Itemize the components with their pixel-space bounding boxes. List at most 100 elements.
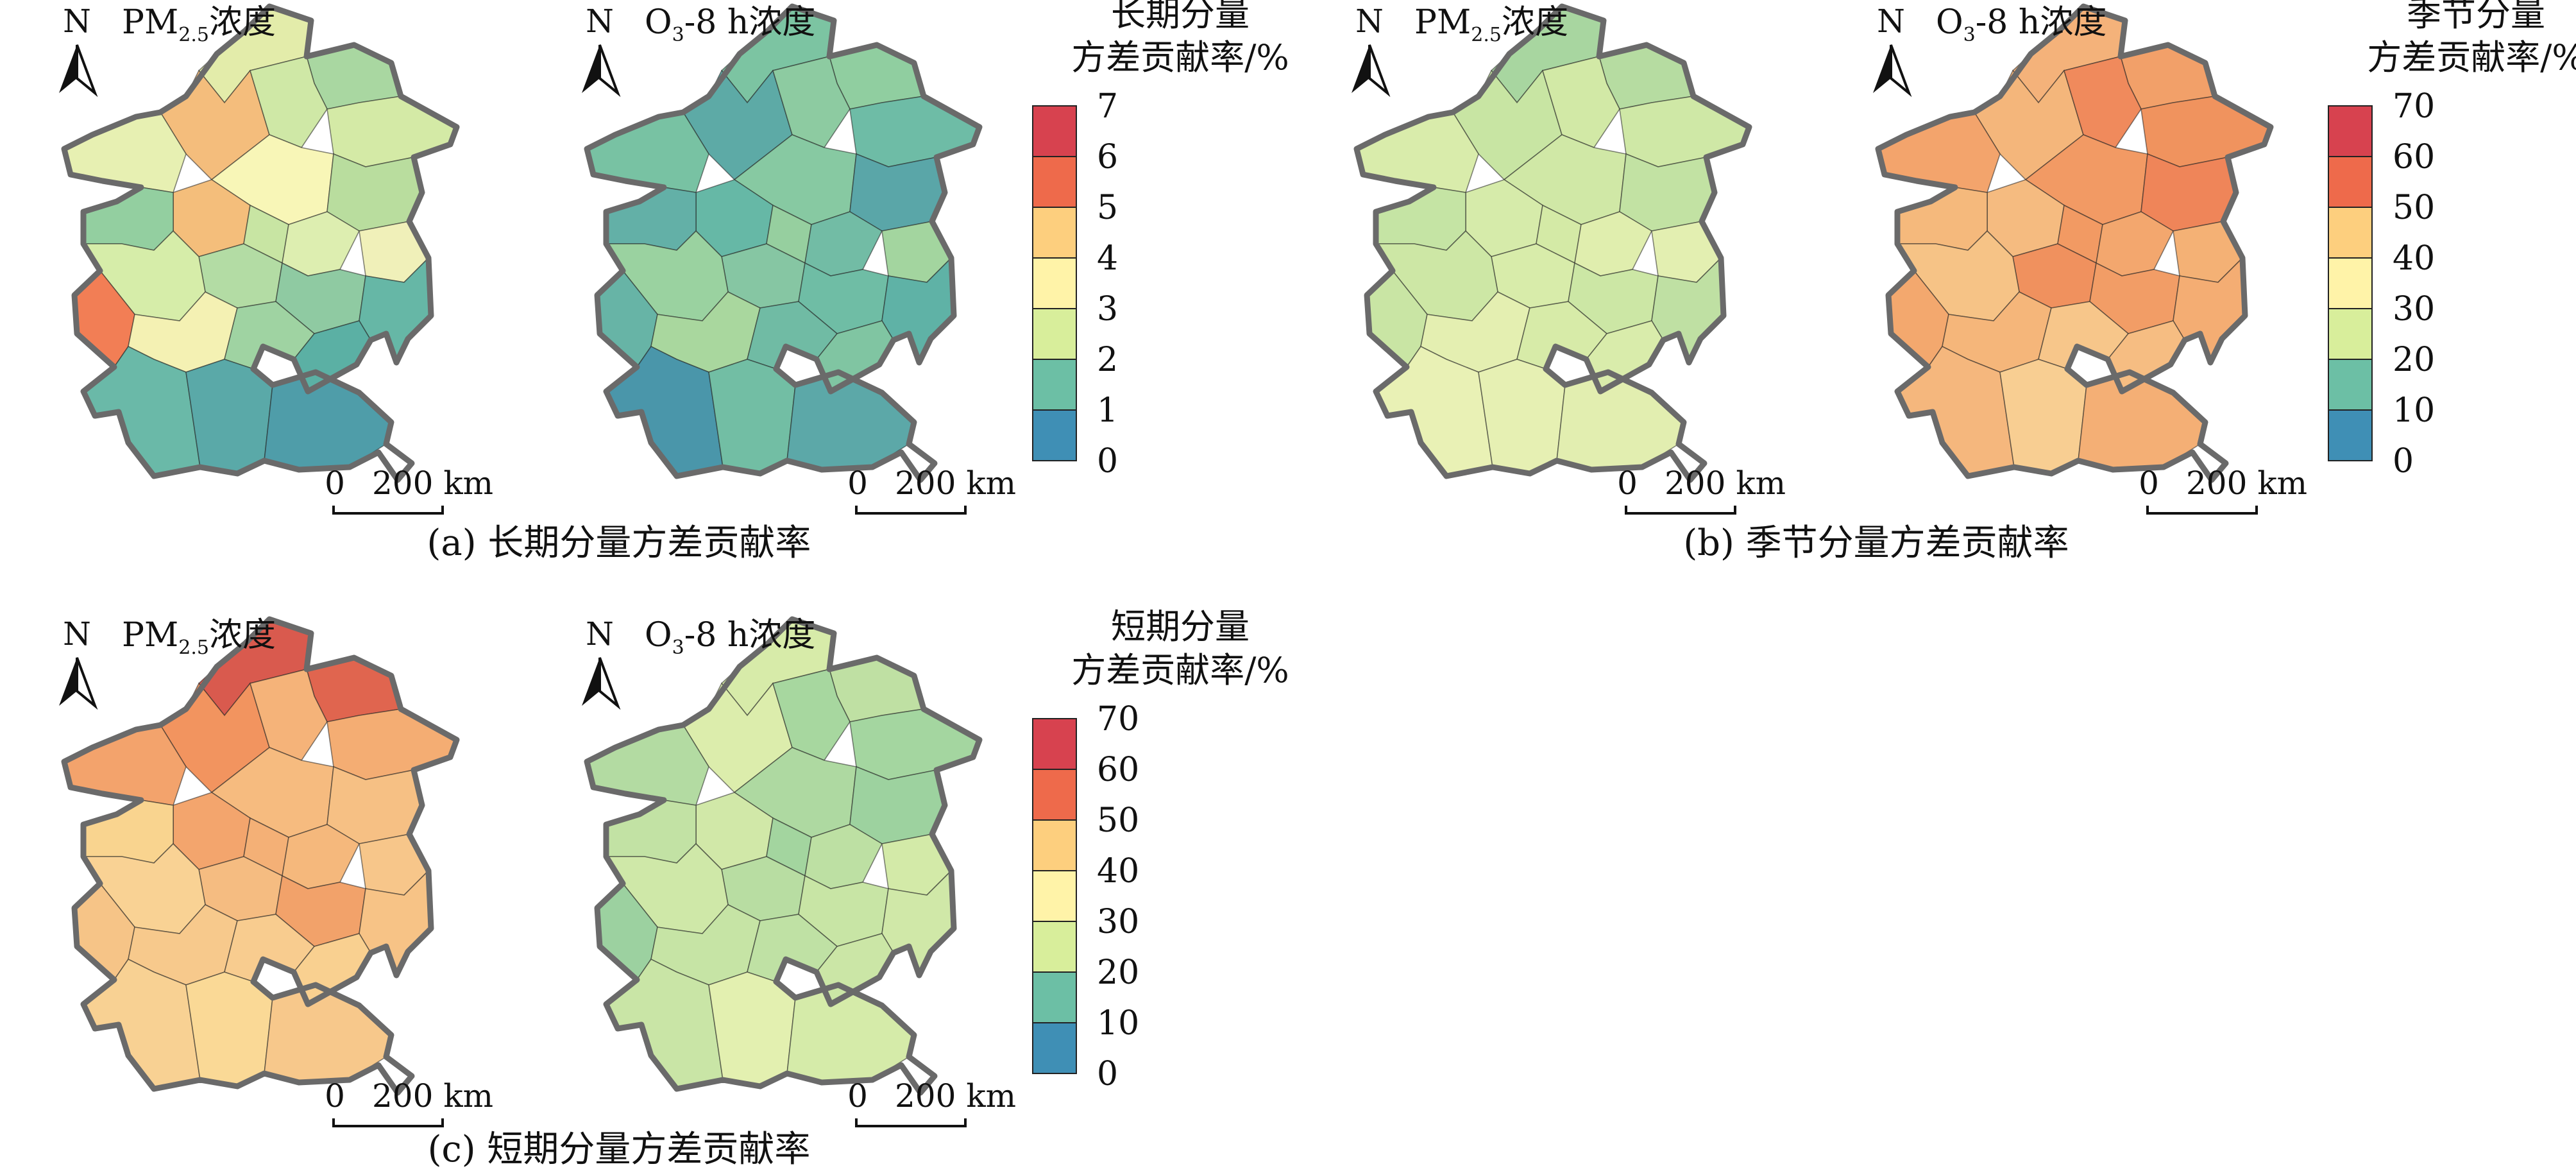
panel-b-o3-map-shapes (1875, 3, 2274, 483)
legend-swatch (1032, 308, 1077, 360)
panel-b-legend: 季节分量方差贡献率/% 70 60 50 40 30 20 10 0 (2328, 0, 2576, 481)
legend-swatch (2328, 359, 2373, 411)
district-region (849, 96, 980, 167)
legend-swatch (1032, 971, 1077, 1023)
panel-c-o3-map-shapes (584, 616, 983, 1096)
panel-a-o3-map-scale-bar (855, 506, 967, 515)
district-region (326, 708, 457, 780)
province-outline (61, 616, 460, 1096)
legend-tick-label: 30 (2393, 290, 2435, 329)
district-region (1619, 96, 1750, 167)
panel-b-o3-map-title: O3-8 h浓度 (1936, 3, 2106, 46)
panel-c-o3-map-north-arrow-icon (582, 657, 621, 710)
panel-b-caption: (b) 季节分量方差贡献率 (1683, 522, 2069, 564)
panel-c-pm25-map-scale-value: 200 km (372, 1077, 493, 1115)
panel-a-legend: 长期分量方差贡献率/% 7 6 5 4 3 2 1 0 (1032, 0, 1289, 481)
legend-tick-label: 50 (1097, 801, 1139, 840)
panel-a-pm25-map-north-label: N (63, 3, 91, 40)
panel-c-pm25-map-shapes (61, 616, 460, 1096)
panel-b-pm25-map-title: PM2.5浓度 (1414, 3, 1568, 46)
panel-c-pm25-map-north-arrow-icon (59, 657, 98, 710)
panel-a-pm25-map-scale-value: 200 km (372, 465, 493, 502)
panel-a-pm25-map: N PM2.5浓度 0 200 km (59, 3, 493, 515)
panel-c-pm25-map-north-label: N (63, 615, 91, 653)
panel-c-legend: 短期分量方差贡献率/% 70 60 50 40 30 20 10 0 (1032, 606, 1289, 1093)
panel-c-o3-map-north-label: N (586, 615, 614, 653)
panel-b-pm25-map-scale-value: 200 km (1665, 465, 1786, 502)
province-outline (1875, 3, 2274, 483)
legend-swatch (2328, 409, 2373, 461)
legend-swatch (2328, 156, 2373, 208)
legend-tick-label: 2 (1097, 341, 1118, 379)
legend-swatch (1032, 156, 1077, 208)
panel-a: N PM2.5浓度 0 200 km N O3-8 h浓度 0 200 km 长期分量方差贡献率… (59, 0, 1289, 564)
panel-c-pm25-map-scale-bar (332, 1118, 444, 1127)
panel-a-pm25-map-shapes (61, 3, 460, 483)
legend-swatch (2328, 257, 2373, 309)
legend-swatch (1032, 207, 1077, 259)
panel-c-caption: (c) 短期分量方差贡献率 (428, 1129, 811, 1170)
panel-a-pm25-map-north-arrow-icon (59, 44, 98, 98)
panel-b: N PM2.5浓度 0 200 km N O3-8 h浓度 0 200 km 季节分量方差贡献率… (1352, 0, 2576, 564)
province-outline (61, 3, 460, 483)
panel-a-pm25-map-scale-zero: 0 (325, 465, 345, 502)
legend-swatch (1032, 870, 1077, 922)
legend-title-line1: 长期分量 (1111, 0, 1250, 34)
panel-b-o3-map-north-label: N (1877, 3, 1905, 40)
legend-tick-label: 40 (2393, 239, 2435, 278)
panel-c-pm25-map: N PM2.5浓度 0 200 km (59, 615, 493, 1127)
legend-swatch (2328, 105, 2373, 157)
legend-title-line2: 方差贡献率/% (1071, 37, 1289, 78)
panel-b-o3-map-scale-zero: 0 (2139, 465, 2159, 502)
panel-c-o3-map-scale-value: 200 km (895, 1077, 1016, 1115)
legend-tick-label: 20 (2393, 341, 2435, 379)
legend-tick-label: 70 (1097, 700, 1139, 739)
panel-c-pm25-map-scale-zero: 0 (325, 1077, 345, 1115)
legend-swatch (1032, 359, 1077, 411)
panel-b-pm25-map-scale-bar (1625, 506, 1736, 515)
panel-b-pm25-map-north-label: N (1355, 3, 1384, 40)
panel-c-o3-map-title: O3-8 h浓度 (645, 616, 815, 659)
panel-a-pm25-map-title: PM2.5浓度 (122, 3, 276, 46)
legend-tick-label: 5 (1097, 189, 1118, 227)
panel-a-o3-map-scale-zero: 0 (847, 465, 868, 502)
panel-b-pm25-map-scale-zero: 0 (1617, 465, 1638, 502)
panel-c-pm25-map-title: PM2.5浓度 (122, 616, 276, 659)
panel-c-o3-map-scale-bar (855, 1118, 967, 1127)
legend-tick-label: 10 (2393, 391, 2435, 430)
legend-tick-label: 0 (2393, 442, 2414, 481)
panel-a-pm25-map-scale-bar (332, 506, 444, 515)
province-outline (584, 3, 983, 483)
legend-tick-label: 0 (1097, 442, 1118, 481)
panel-b-o3-map-scale-bar (2146, 506, 2258, 515)
panel-b-pm25-map-north-arrow-icon (1352, 44, 1391, 98)
legend-swatch (1032, 1022, 1077, 1074)
legend-title-line2: 方差贡献率/% (2367, 37, 2576, 78)
legend-title-line1: 季节分量 (2407, 0, 2545, 34)
panel-a-o3-map-north-arrow-icon (582, 44, 621, 98)
panel-c-o3-map-scale-zero: 0 (847, 1077, 868, 1115)
panel-a-o3-map-shapes (584, 3, 983, 483)
legend-tick-label: 50 (2393, 189, 2435, 227)
district-region (2140, 96, 2271, 167)
legend-tick-label: 0 (1097, 1055, 1118, 1093)
legend-swatch (2328, 308, 2373, 360)
legend-tick-label: 20 (1097, 953, 1139, 992)
legend-tick-label: 40 (1097, 852, 1139, 891)
legend-swatch (1032, 105, 1077, 157)
legend-tick-label: 3 (1097, 290, 1118, 329)
panel-b-pm25-map-shapes (1353, 3, 1752, 483)
panel-b-o3-map-north-arrow-icon (1873, 44, 1912, 98)
legend-swatch (1032, 819, 1077, 871)
legend-swatch (1032, 257, 1077, 309)
legend-title-line2: 方差贡献率/% (1071, 650, 1289, 690)
panel-c: N PM2.5浓度 0 200 km N O3-8 h浓度 0 200 km 短期分量方差贡献率… (59, 606, 1289, 1170)
panel-b-o3-map: N O3-8 h浓度 0 200 km (1873, 3, 2307, 515)
legend-tick-label: 4 (1097, 239, 1118, 278)
district-region (326, 96, 457, 167)
panel-a-o3-map-north-label: N (586, 3, 614, 40)
legend-tick-label: 70 (2393, 87, 2435, 126)
panel-b-o3-map-scale-value: 200 km (2186, 465, 2307, 502)
legend-tick-label: 60 (2393, 138, 2435, 176)
panel-a-o3-map: N O3-8 h浓度 0 200 km (582, 3, 1016, 515)
